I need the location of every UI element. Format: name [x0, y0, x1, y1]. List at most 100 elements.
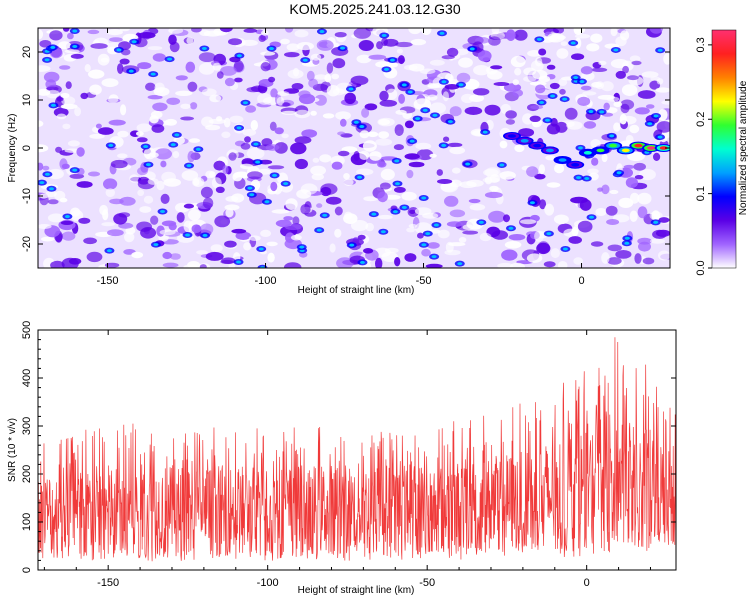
spectrogram-peak-inner: [322, 213, 328, 217]
spectrogram-cell: [137, 32, 156, 39]
spectrogram-cell: [482, 177, 500, 183]
spectrogram-cell: [461, 93, 475, 104]
y-tick-label: 300: [21, 417, 33, 435]
spectrogram-peak: [337, 45, 348, 52]
spectrogram-peak: [655, 47, 666, 54]
spectrogram-peak-inner: [383, 67, 389, 71]
spectrogram-cell: [489, 185, 499, 192]
x-tick-label: -50: [416, 275, 432, 287]
spectrogram-cell: [46, 89, 60, 99]
spectrogram-peak: [62, 213, 73, 220]
spectrogram-cell: [422, 212, 439, 219]
spectrogram-peak-inner: [457, 262, 463, 266]
spectrogram-cell: [67, 32, 74, 40]
spectrogram-cell: [518, 128, 535, 137]
spectrogram-cell: [200, 186, 213, 199]
spectrogram-peak-inner: [64, 215, 70, 219]
spectrogram-cell: [101, 78, 119, 88]
colorbar-tick-label: 0.2: [695, 112, 707, 127]
spectrogram-cell: [137, 176, 150, 185]
spectrogram-cell: [527, 50, 542, 57]
spectrogram-cell: [103, 178, 118, 190]
spectrogram-peak: [164, 56, 175, 63]
y-tick-label: 100: [21, 513, 33, 531]
spectrogram-peak: [150, 241, 161, 248]
spectrogram-cell: [258, 35, 266, 42]
spectrogram-cell: [260, 229, 272, 237]
spectrogram-cell: [291, 83, 304, 90]
spectrogram-cell: [113, 213, 128, 225]
spectrogram-peak: [559, 96, 570, 103]
snr-panel: -150 -100 -50 0 0 100 200 300 400 500 Height of …: [7, 321, 677, 596]
spectrogram-cell: [99, 204, 108, 216]
spectrogram-peak: [105, 142, 116, 149]
spectrogram-cell: [444, 195, 459, 207]
spectrogram-cell: [394, 257, 401, 267]
spectrogram-cell: [409, 209, 416, 214]
y-tick-label: 10: [21, 94, 33, 106]
spectrogram-cell: [606, 96, 620, 102]
spectrogram-cell: [658, 109, 668, 121]
spectrogram-cell: [649, 28, 664, 34]
spectrogram-cell: [269, 121, 277, 131]
spectrogram-cell: [154, 148, 172, 160]
snr-x-ticks: -150 -100 -50 0: [43, 330, 651, 589]
spectrogram-cell: [147, 95, 163, 100]
spectrogram-cell: [663, 53, 670, 65]
spectrogram-cell: [248, 235, 261, 241]
spectrogram-cell: [429, 102, 446, 114]
spectrogram-cell: [308, 78, 318, 88]
spectrogram-peak: [269, 172, 280, 179]
spectrogram-peak-inner: [316, 228, 322, 232]
spectrogram-cell: [364, 103, 378, 111]
spectrogram-cell: [379, 182, 391, 190]
spectrogram-cell: [159, 229, 176, 236]
spectrogram-cell: [145, 82, 156, 92]
spectrogram-cell: [76, 181, 93, 188]
spectrogram-peak-inner: [258, 247, 264, 251]
spectrogram-cell: [396, 48, 403, 54]
spectrogram-peak: [431, 222, 442, 229]
signal-track-core: [634, 143, 643, 148]
spectrogram-cell: [329, 243, 336, 253]
spectrogram-peak: [357, 259, 368, 266]
spectrogram-cell: [38, 144, 49, 153]
spectrogram-cell: [228, 152, 237, 161]
spectrogram-peak: [430, 112, 441, 119]
spectrogram-cell: [131, 251, 144, 259]
colorbar: 0.0 0.1 0.2 0.3 Normalized spectral amplitu…: [695, 29, 749, 276]
spectrogram-cell: [314, 94, 327, 106]
spectrogram-cell: [311, 173, 324, 181]
spectrogram-cell: [198, 62, 215, 75]
spectrogram-peak: [113, 46, 124, 53]
spectrogram-cell: [445, 241, 454, 253]
spectrogram-peak: [296, 244, 307, 251]
spectrogram-cell: [379, 90, 389, 102]
spectrogram-cell: [534, 230, 544, 242]
spectrogram-cell: [381, 251, 399, 262]
spectrogram-cell: [653, 152, 661, 161]
spectrogram-cell: [187, 150, 195, 163]
spectrogram-peak-inner: [195, 147, 201, 151]
spectrogram-cell: [97, 127, 114, 135]
spectrogram-cell: [224, 204, 240, 211]
spectrogram-peak: [655, 134, 666, 141]
spectrogram-cell: [344, 92, 357, 105]
spectrogram-peak-inner: [236, 126, 242, 130]
spectrogram-peak: [418, 194, 429, 201]
spectrogram-peak-inner: [264, 200, 270, 204]
spectrogram-cell: [613, 101, 622, 108]
spectrogram-cell: [187, 81, 198, 92]
spectrogram-peak: [438, 142, 449, 149]
spectrogram-peak: [199, 45, 210, 52]
spectrogram-cell: [501, 249, 518, 261]
y-tick-label: 0: [21, 145, 33, 151]
spectrogram-cell: [625, 177, 639, 189]
spectrogram-cell: [343, 178, 354, 186]
x-tick-label: -100: [255, 275, 277, 287]
spectrogram-cell: [546, 123, 561, 135]
spectrogram-cell: [190, 102, 198, 110]
spectrogram-cell: [468, 198, 481, 204]
spectrogram-peak: [314, 227, 325, 234]
spectrogram-cell: [549, 82, 560, 90]
